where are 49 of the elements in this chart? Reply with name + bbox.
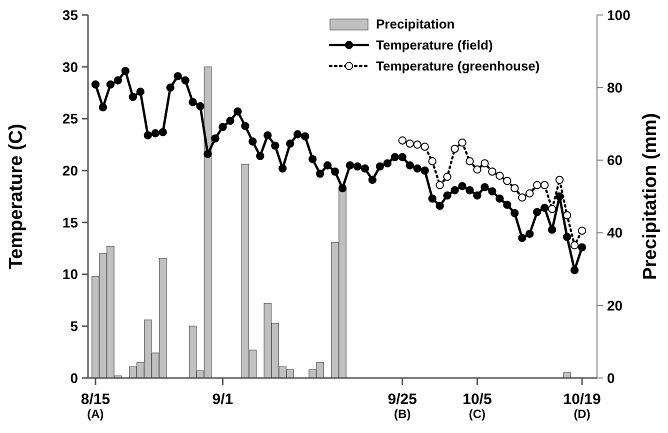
y-tick-label: 15 [62,214,78,230]
point [436,180,444,190]
legend-label: Temperature (greenhouse) [376,58,540,74]
x-tick-label: 9/25 (B) [388,391,417,421]
y-tick-label: 0 [70,370,78,386]
y2-tick-label: 60 [607,152,623,168]
x-tick-label: 10/19 (D) [563,391,601,421]
point [443,172,452,181]
point [570,241,579,250]
y2-axis-title: Precipitation (mm) [640,113,661,280]
point [406,140,414,148]
y-tick-label: 5 [70,318,78,334]
y-tick-label: 30 [62,58,78,75]
y2-tick-label: 100 [607,6,631,23]
point [413,140,422,149]
x-tick-label: 10/5 (C) [462,391,492,421]
point [496,172,504,180]
y2-tick-label: 20 [607,297,623,314]
y2-tick-label: 80 [607,80,623,96]
point [562,211,572,220]
point [533,180,542,190]
point [578,226,586,235]
y2-tick-label: 40 [607,224,623,241]
point [510,184,519,192]
y-tick-label: 10 [62,266,78,282]
point [518,193,526,202]
point [428,157,436,166]
y-tick-label: 35 [62,6,78,23]
point [540,180,549,190]
y-axis-title: Temperature (C) [6,124,27,270]
x-tick-label: 9/1 [212,391,234,408]
point [526,189,534,198]
x-tick-label: 8/15 (A) [80,391,110,421]
point [480,159,489,168]
y2-tick-label: 0 [607,370,615,386]
point [420,142,429,151]
point [450,144,459,153]
point [503,176,512,186]
y-tick-label: 25 [62,110,78,127]
point [555,176,564,184]
point [466,157,474,166]
point [458,138,466,147]
point [398,136,406,145]
point [488,168,496,176]
point [473,165,482,174]
legend-label: Temperature (field) [376,38,493,53]
legend-label: Precipitation [376,16,455,32]
point [548,204,556,214]
y-tick-label: 20 [62,162,78,178]
